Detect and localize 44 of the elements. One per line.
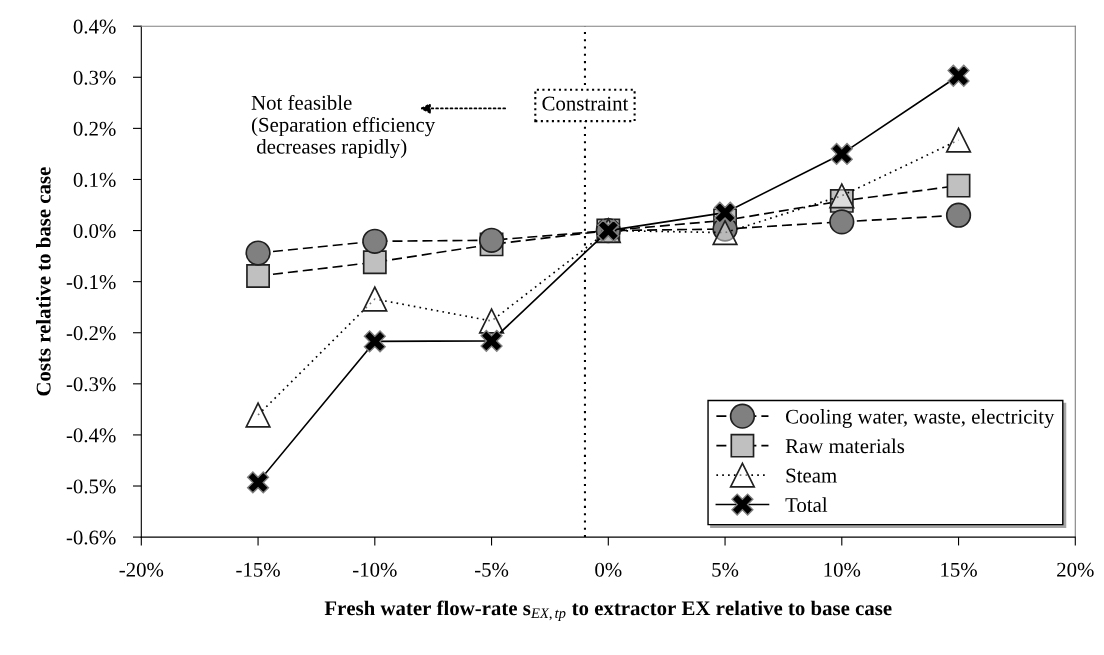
legend-label: Steam: [786, 468, 837, 483]
legend-label: Cooling water, waste, electricity: [785, 409, 1055, 428]
y-tick-label: 0.2%: [73, 121, 116, 136]
point: [829, 188, 854, 213]
point: [246, 264, 271, 288]
point: [829, 183, 855, 209]
point: [946, 173, 971, 198]
y-tick-label: 0.4%: [73, 19, 116, 34]
x-tick-label: 10%: [824, 562, 861, 577]
y-tick-label: 0.1%: [73, 172, 116, 187]
point: [478, 227, 505, 253]
x-tick-label: -20%: [119, 562, 164, 577]
x-tick-label: -10%: [353, 562, 397, 577]
ref-line-label: Constraint: [542, 96, 629, 111]
y-tick-label: -0.6%: [66, 530, 116, 545]
y-tick-label: -0.5%: [66, 479, 116, 494]
x-tick-label: 20%: [1057, 562, 1094, 577]
point: [829, 209, 855, 235]
y-tick-label: -0.2%: [66, 326, 116, 341]
y-tick-label: 0.3%: [73, 70, 116, 85]
y-tick-label: 0.0%: [73, 223, 116, 239]
point: [362, 286, 388, 312]
x-tick-label: -5%: [474, 562, 509, 577]
y-tick-label: -0.3%: [66, 377, 116, 392]
y-tick-label: -0.1%: [66, 275, 116, 290]
point: [362, 250, 387, 275]
point: [246, 471, 270, 494]
y-axis-title: Costs relative to base case: [35, 167, 51, 396]
x-tick-label: 5%: [712, 562, 739, 577]
point: [945, 202, 972, 228]
point: [245, 240, 271, 266]
x-tick-label: 0%: [595, 562, 622, 577]
point: [480, 329, 503, 353]
annotation: Not feasible (Separation efficiency decreases rapidly): [251, 94, 436, 158]
point: [947, 64, 970, 87]
legend-label: Raw materials: [785, 438, 905, 454]
x-tick-label: -15%: [236, 562, 280, 577]
point: [363, 330, 386, 353]
x-tick-label: 15%: [941, 562, 977, 577]
point: [830, 142, 853, 166]
legend-label: Total: [785, 497, 828, 513]
y-tick-label: -0.4%: [66, 428, 116, 443]
x-axis-title: Fresh water flow-rate s$_{EX,tp}$ to extractor EX relative to base case: [324, 600, 892, 622]
point: [362, 228, 388, 254]
